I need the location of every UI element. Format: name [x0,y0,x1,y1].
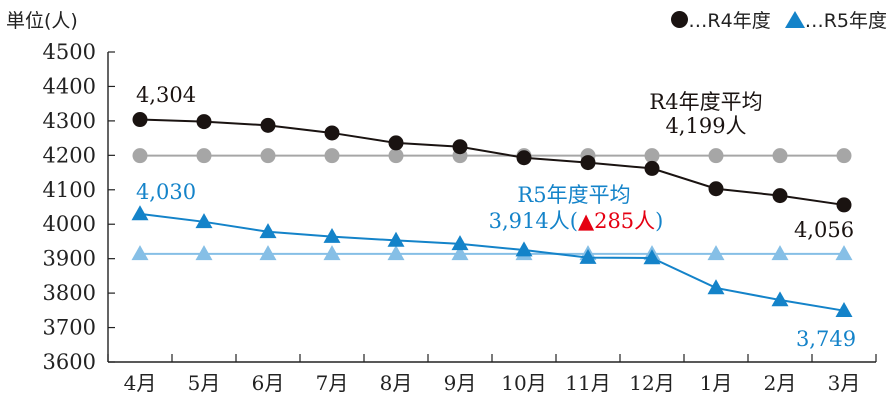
data-point [132,148,148,164]
data-point [387,245,405,261]
data-point [580,155,596,171]
data-point [644,148,660,164]
data-point [771,291,789,307]
x-tick-label: 11月 [565,371,610,395]
data-point [196,114,212,130]
data-point [131,245,149,261]
data-point [708,148,724,164]
data-point [260,117,276,133]
legend-item-r4: …R4年度 [671,6,771,33]
r4-first-value-label: 4,304 [136,83,196,107]
data-point [836,148,852,164]
data-point [772,148,788,164]
y-tick-label: 4300 [43,109,96,133]
data-point [452,139,468,155]
r5-last-value-label: 3,749 [796,327,856,351]
x-tick-label: 2月 [764,371,797,395]
r4-last-value-label: 4,056 [794,218,854,242]
legend-label-r5: …R5年度 [804,10,887,32]
unit-label: 単位(人) [6,10,78,32]
x-tick-label: 7月 [316,371,349,395]
data-point [323,245,341,261]
x-tick-label: 12月 [629,371,674,395]
data-point [644,160,660,176]
axes: 3600 3700 3800 3900 4000 4100 4200 4300 4400 4500… [43,40,877,395]
data-point [323,227,341,243]
y-tick-label: 4000 [43,212,96,236]
data-point [132,112,148,128]
x-tick-label: 6月 [252,371,285,395]
data-point [771,245,789,261]
data-point [772,188,788,204]
series-r5 [131,205,853,317]
data-point [451,245,469,261]
data-point [388,135,404,151]
y-tick-label: 4400 [43,74,96,98]
legend-circle-marker [671,11,689,28]
x-tick-label: 5月 [188,371,221,395]
y-tick-label: 4500 [43,40,96,64]
data-point [643,249,661,265]
data-point [259,245,277,261]
r5-average-value: 3,914人( [489,209,578,233]
data-point [836,197,852,213]
r5-first-value-label: 4,030 [136,180,196,204]
data-point [388,148,404,164]
data-point [516,150,532,166]
r5-average-value-line: 3,914人(▲285人) [489,209,664,233]
data-point [131,205,149,221]
x-tick-label: 4月 [124,371,157,395]
y-tick-label: 3700 [43,316,96,340]
x-tick-label: 3月 [828,371,861,395]
r5-average-title: R5年度平均 [517,183,630,207]
data-point [324,125,340,141]
data-point [707,245,725,261]
y-tick-label: 3600 [43,350,96,374]
r5-average-close-paren: ) [655,209,663,233]
y-tick-label: 3800 [43,281,96,305]
data-point [707,279,725,295]
data-point [324,148,340,164]
series-layer [131,112,853,317]
data-point [260,148,276,164]
x-tick-label: 10月 [501,371,546,395]
data-point [196,148,212,164]
annotation-layer: R4年度平均 4,199人 R5年度平均 3,914人(▲285人) 4,304… [136,83,856,351]
data-point [515,241,533,257]
x-tick-label: 9月 [444,371,477,395]
series-r5-avg [131,245,853,261]
r4-average-title: R4年度平均 [649,90,762,114]
data-point [835,301,853,317]
y-tick-label: 4100 [43,178,96,202]
legend-item-r5: …R5年度 [784,6,887,33]
legend: …R4年度 …R5年度 [657,6,887,33]
x-tick-label: 8月 [380,371,413,395]
r4-average-value: 4,199人 [665,114,746,138]
data-point [835,245,853,261]
data-point [259,223,277,239]
r5-average-difference: ▲285人 [578,209,655,233]
data-point [195,245,213,261]
y-tick-label: 4200 [43,143,96,167]
x-tick-label: 1月 [700,371,733,395]
series-line-r5 [139,212,845,312]
series-r4-avg [132,148,852,164]
legend-triangle-marker [784,11,805,28]
data-point [579,248,597,264]
legend-label-r4: …R4年度 [688,10,771,32]
series-line-r4 [139,118,845,206]
data-point [451,235,469,251]
data-point [708,181,724,197]
data-point [387,231,405,247]
y-tick-label: 3900 [43,247,96,271]
series-r4 [132,112,852,213]
data-point [195,213,213,229]
